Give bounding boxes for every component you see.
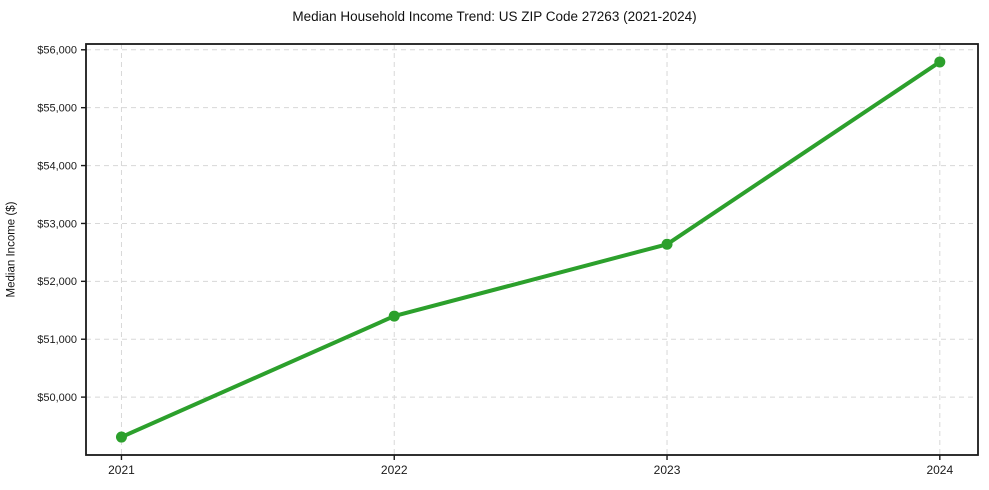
- y-tick-label: $56,000: [37, 45, 77, 57]
- data-point: [661, 238, 673, 250]
- chart-title: Median Household Income Trend: US ZIP Co…: [292, 9, 697, 24]
- y-tick-label: $51,000: [37, 334, 77, 346]
- x-tick-label: 2023: [654, 463, 681, 477]
- data-point: [388, 310, 400, 322]
- data-point: [934, 56, 946, 68]
- x-tick-label: 2021: [108, 463, 135, 477]
- y-tick-label: $55,000: [37, 102, 77, 114]
- y-tick-label: $50,000: [37, 392, 77, 404]
- x-tick-label: 2024: [926, 463, 953, 477]
- data-point: [115, 431, 127, 443]
- x-tick-label: 2022: [381, 463, 408, 477]
- y-tick-label: $53,000: [37, 218, 77, 230]
- y-tick-label: $54,000: [37, 160, 77, 172]
- trend-line: [119, 59, 942, 440]
- y-tick-label: $52,000: [37, 276, 77, 288]
- plot-border: [85, 43, 979, 456]
